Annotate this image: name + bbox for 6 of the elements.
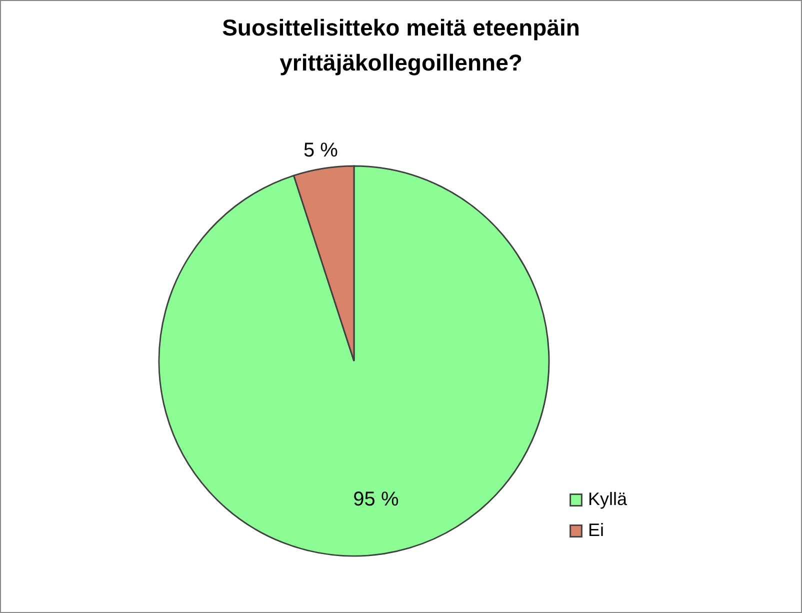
data-label: 95 % [353,488,399,511]
chart-title: Suosittelisitteko meitä eteenpäin yrittäjäkollegoillenne? [222,14,580,76]
data-label: 5 % [303,140,338,162]
legend-label: Kyllä [588,489,628,509]
pie-slice [158,165,550,557]
legend-label: Ei [588,520,604,540]
